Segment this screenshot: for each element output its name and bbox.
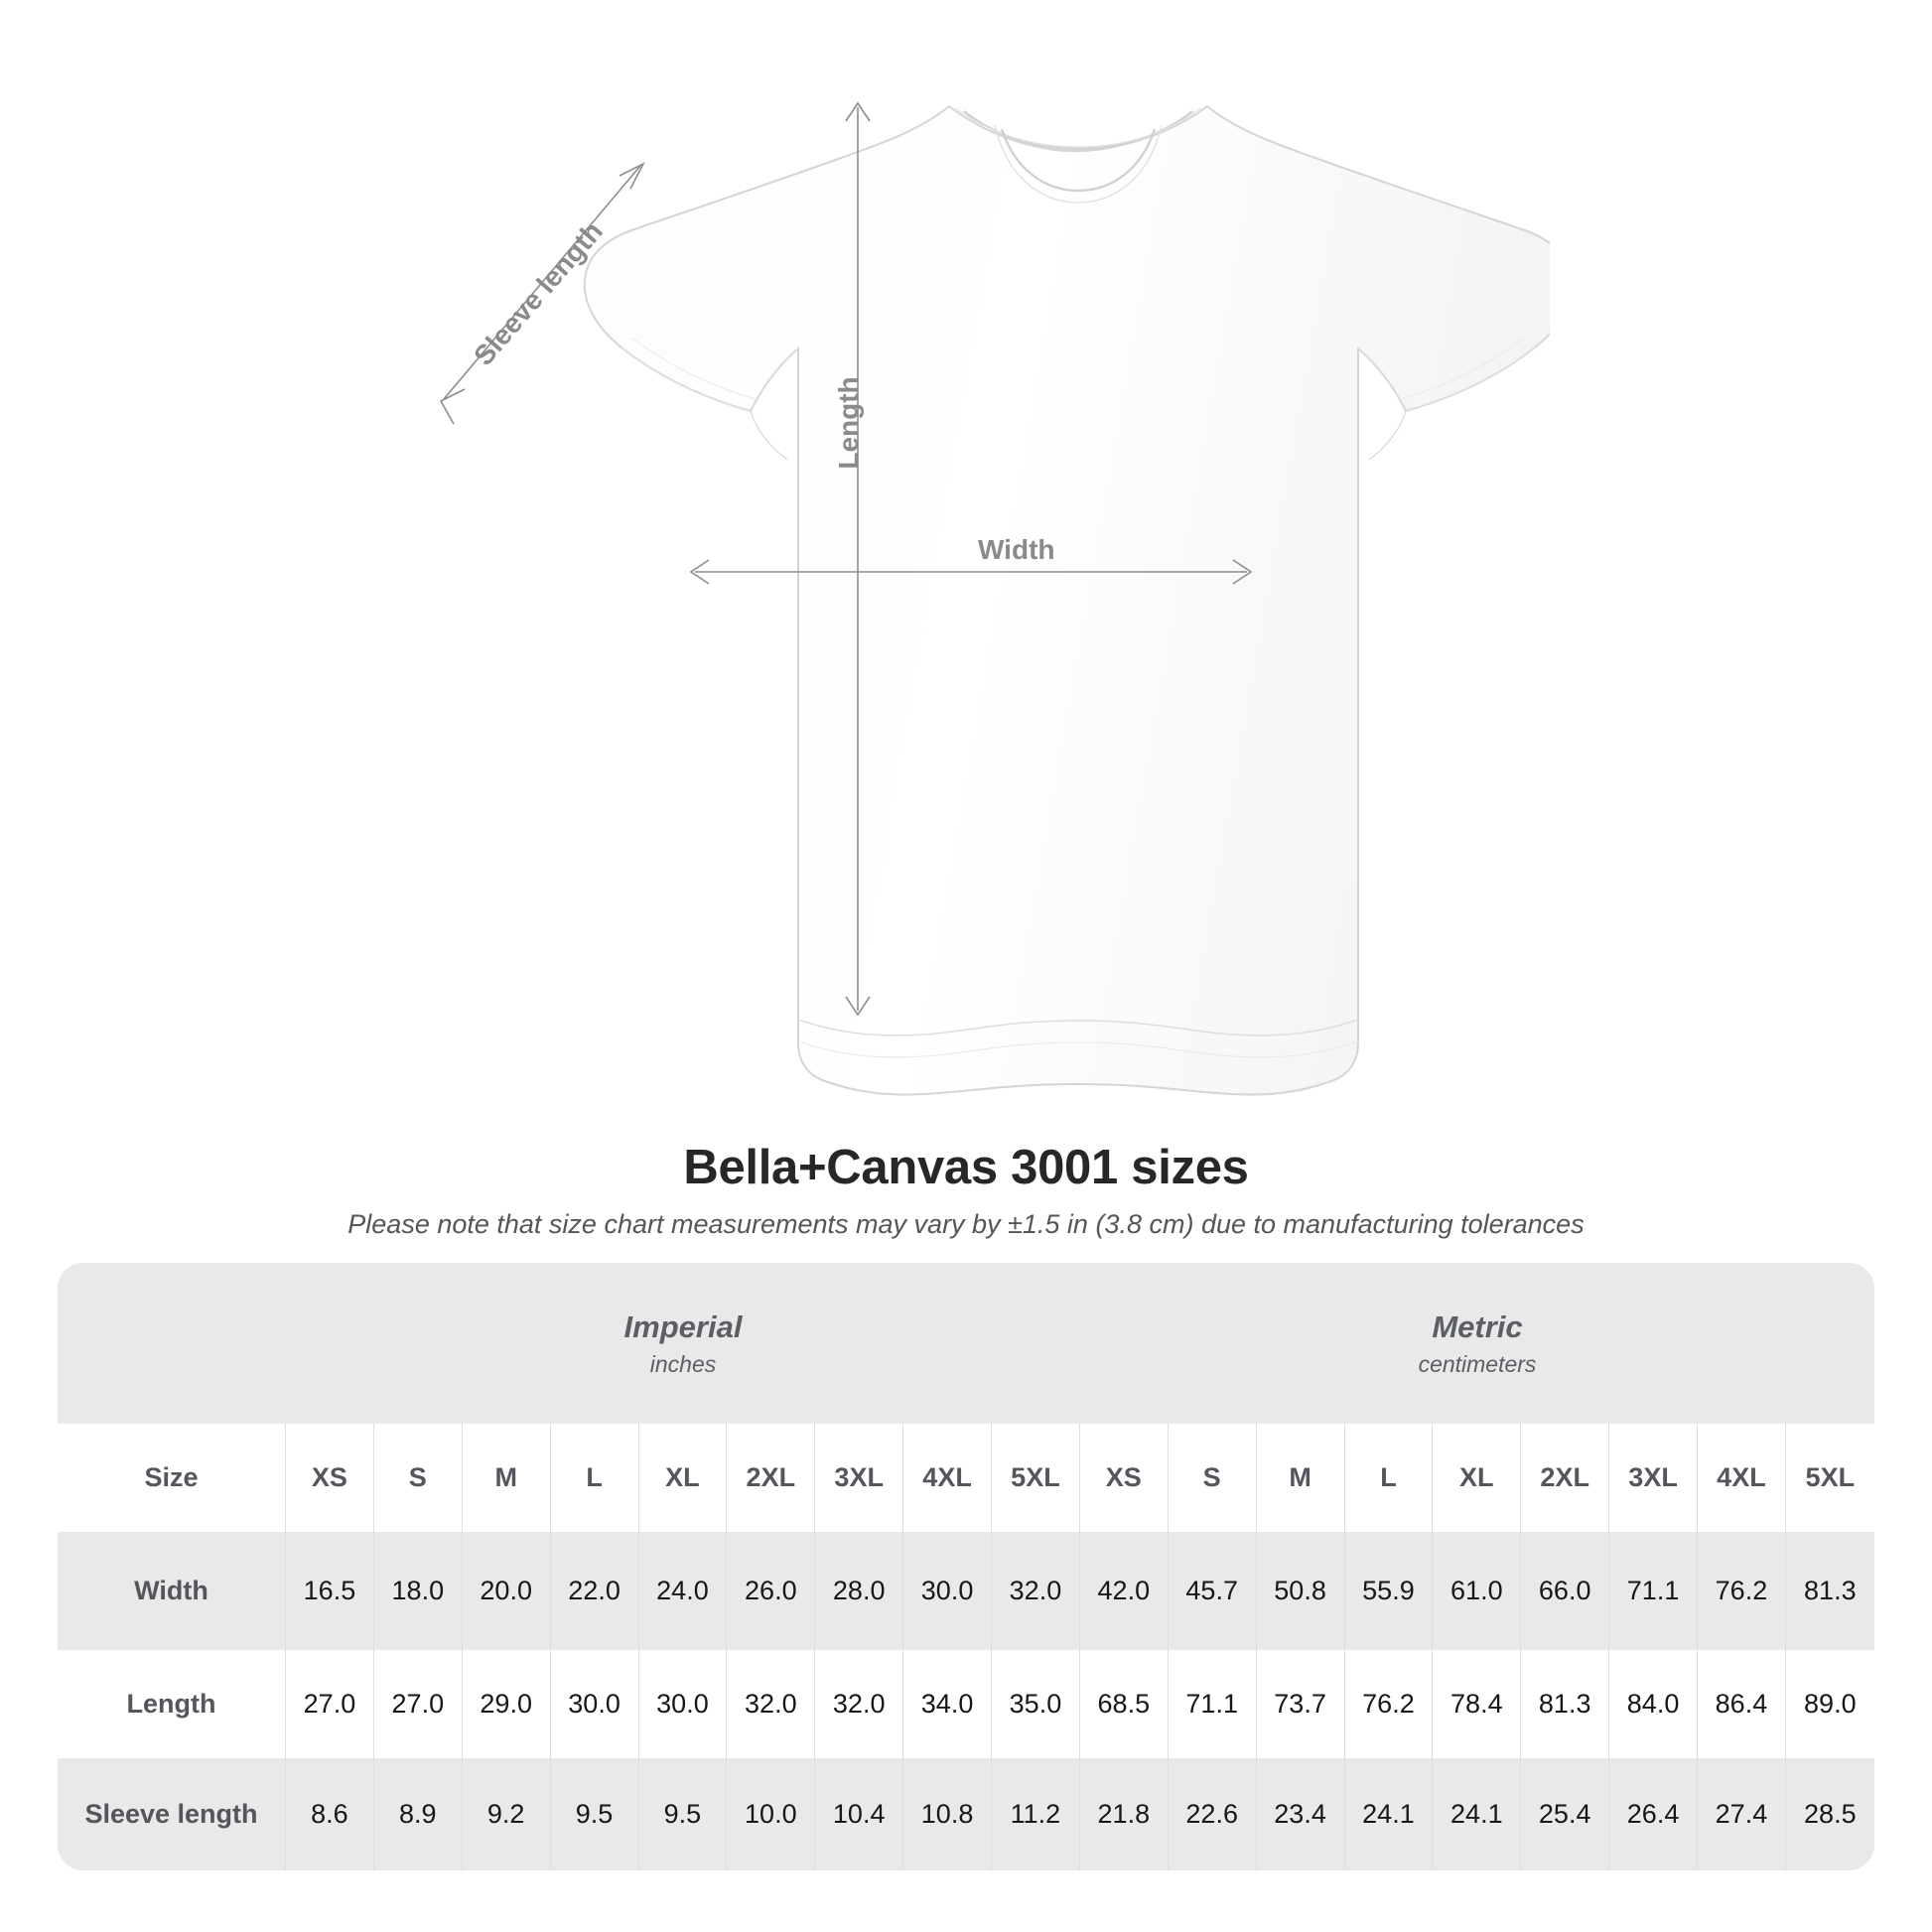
svg-text:Length: Length <box>833 376 864 469</box>
svg-text:Width: Width <box>978 534 1055 565</box>
svg-text:Sleeve length: Sleeve length <box>468 215 609 371</box>
